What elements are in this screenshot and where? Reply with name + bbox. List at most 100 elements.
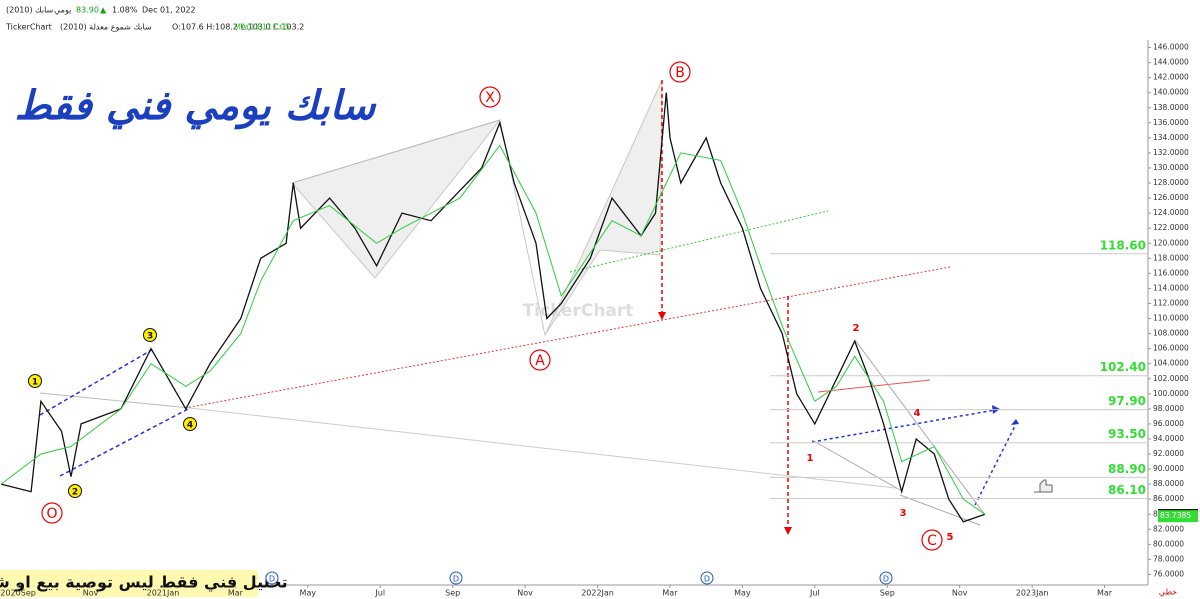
header-series: سابك شموع معدلة (2010) <box>60 23 152 32</box>
level-label: 88.90 <box>1108 462 1146 476</box>
y-tick-label: 90.0000 <box>1153 464 1184 473</box>
trend-line <box>189 407 896 489</box>
y-tick-label: 138.0000 <box>1153 103 1189 112</box>
y-tick-label: 128.0000 <box>1153 178 1189 187</box>
dividend-marker <box>449 571 463 585</box>
y-tick-label: 86.0000 <box>1153 494 1184 503</box>
y-tick-label: 92.0000 <box>1153 449 1184 458</box>
blue-channel <box>39 347 156 416</box>
arrow-head <box>658 312 666 320</box>
y-tick-label: 78.0000 <box>1153 554 1184 563</box>
y-tick-label: 118.0000 <box>1153 253 1189 262</box>
y-tick-label: 126.0000 <box>1153 193 1189 202</box>
header-price: 83.90 <box>76 6 99 15</box>
wave-circle <box>669 61 691 83</box>
y-tick-label: 132.0000 <box>1153 148 1189 157</box>
wave-number: 1 <box>807 453 814 464</box>
pattern-line <box>291 119 501 184</box>
y-tick-label: 142.0000 <box>1153 73 1189 82</box>
y-tick-label: 114.0000 <box>1153 283 1189 292</box>
x-tick-label: 2023Jan <box>1016 589 1049 598</box>
y-tick-label: 96.0000 <box>1153 419 1184 428</box>
note-box <box>0 570 258 597</box>
x-tick-label: 2020Sep <box>0 589 35 598</box>
dividend-marker <box>700 571 714 585</box>
x-tick-label: Nov <box>952 589 968 598</box>
blue-arrow <box>974 425 1016 506</box>
header-ma: MA(13) <box>234 23 263 32</box>
yellow-marker <box>183 417 197 431</box>
y-tick-label: 76.0000 <box>1153 569 1184 578</box>
price-tag <box>1158 510 1198 523</box>
y-tick-label: 100.0000 <box>1153 389 1189 398</box>
yellow-marker <box>28 374 42 388</box>
header-brand: TickerChart <box>5 23 52 32</box>
y-tick-label: 124.0000 <box>1153 208 1189 217</box>
wave-number: 3 <box>900 508 907 519</box>
x-tick-label: May <box>300 589 317 598</box>
blue-arrow <box>811 409 996 443</box>
wave-circle <box>41 502 63 524</box>
price-tag-label: 83.7385 <box>1160 511 1191 520</box>
header-arrow: ▲ <box>100 6 107 15</box>
wave-number: 5 <box>947 532 954 543</box>
x-tick-label: Jul <box>374 589 385 598</box>
y-tick-label: 94.0000 <box>1153 434 1184 443</box>
y-tick-label: 98.0000 <box>1153 404 1184 413</box>
note: تحليل فني فقط ليس توصية بيع او شراء <box>0 573 288 593</box>
yellow-number: 2 <box>72 488 78 498</box>
y-tick-label: 108.0000 <box>1153 329 1189 338</box>
dividend-marker <box>879 571 893 585</box>
wave-number: 2 <box>853 323 860 334</box>
level-label: 102.40 <box>1100 360 1146 374</box>
header-ma-value: 111.05 <box>262 23 290 32</box>
x-tick-label: Mar <box>228 589 244 598</box>
series-line <box>0 92 986 523</box>
y-tick-label: 116.0000 <box>1153 268 1189 277</box>
yellow-number: 1 <box>32 378 38 388</box>
arrow-head <box>784 527 792 535</box>
yellow-marker <box>143 328 157 342</box>
wave-circle <box>479 86 501 108</box>
level-label: 86.10 <box>1108 483 1146 497</box>
y-tick-label: 82.0000 <box>1153 524 1184 533</box>
level-label: 118.60 <box>1100 238 1146 252</box>
y-tick-label: 102.0000 <box>1153 374 1189 383</box>
header-ohlc: O:107.6 H:108.2 L:103.0 C:103.2 <box>172 23 304 32</box>
x-tick-label: Nov <box>83 589 99 598</box>
red-trend-line <box>184 266 951 409</box>
y-tick-label: 144.0000 <box>1153 58 1189 67</box>
dividend-label: D <box>883 575 889 584</box>
y-tick-label: 80.0000 <box>1153 539 1184 548</box>
header-change: 1.08% <box>112 6 138 15</box>
watermark: TickerChart <box>523 301 634 321</box>
wave-number: 4 <box>914 408 921 419</box>
x-tick-label: Sep <box>880 589 895 598</box>
x-tick-label: Mar <box>1097 589 1113 598</box>
y-tick-label: 146.0000 <box>1153 43 1189 52</box>
y-tick-label: 112.0000 <box>1153 298 1189 307</box>
wave-label: X <box>485 90 495 106</box>
wedge-line <box>811 439 901 491</box>
series-line <box>0 144 986 515</box>
y-tick-label: 122.0000 <box>1153 223 1189 232</box>
y-tick-label: 106.0000 <box>1153 344 1189 353</box>
yellow-marker <box>68 484 82 498</box>
trend-line <box>39 392 191 409</box>
y-tick-label: 110.0000 <box>1153 314 1189 323</box>
chart-title: سابك يومي فني فقط <box>15 83 377 130</box>
wave-circle <box>921 529 943 551</box>
wave-label: A <box>535 353 545 369</box>
y-tick-label: 104.0000 <box>1153 359 1189 368</box>
x-tick-label: Sep <box>445 589 460 598</box>
x-tick-label: May <box>734 589 751 598</box>
wave-circle <box>529 349 551 371</box>
level-label: 97.90 <box>1108 394 1146 408</box>
thumbs-up-icon <box>1034 479 1053 493</box>
x-tick-label: Nov <box>517 589 533 598</box>
wedge-line <box>854 339 986 516</box>
y-tick-label: 140.0000 <box>1153 88 1189 97</box>
y-tick-label: 120.0000 <box>1153 238 1189 247</box>
x-tick-label: 2022Jan <box>581 589 614 598</box>
arrow-head <box>1011 419 1019 425</box>
